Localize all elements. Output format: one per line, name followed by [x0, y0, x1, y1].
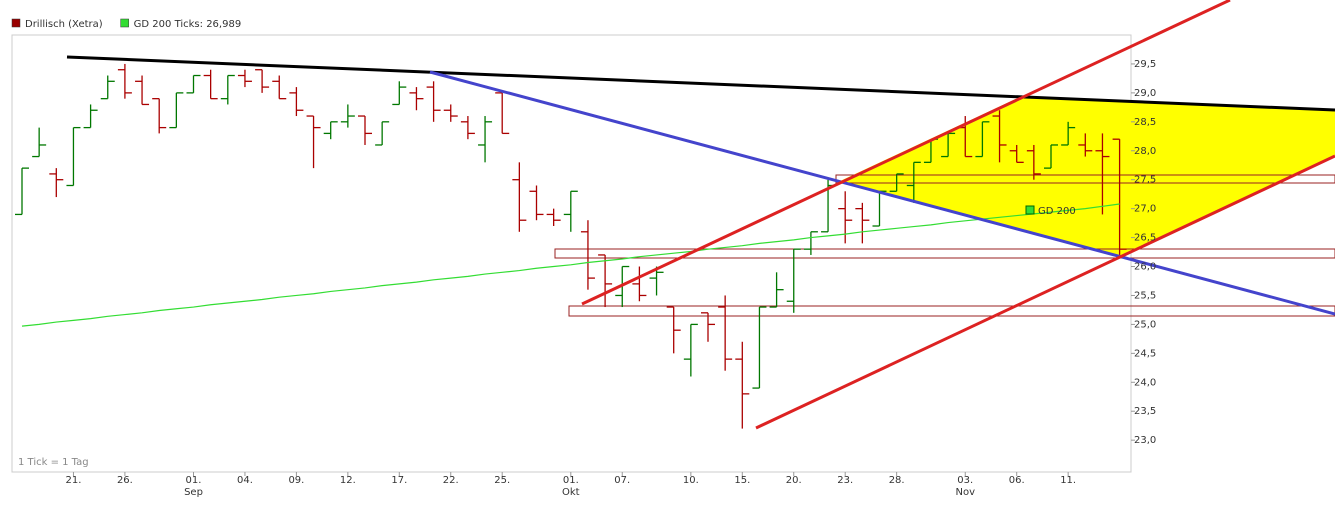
x-tick-label: 28. [889, 475, 905, 486]
legend-swatch [11, 18, 21, 28]
x-tick-label: 01. [186, 475, 202, 486]
x-tick-label: 22. [443, 475, 459, 486]
x-tick-label: 10. [683, 475, 699, 486]
month-label: Nov [955, 487, 975, 498]
legend-label: GD 200 Ticks: 26,989 [134, 19, 242, 30]
month-label: Okt [562, 487, 580, 498]
y-tick-label: 27,0 [1134, 204, 1156, 215]
x-tick-label: 04. [237, 475, 253, 486]
x-tick-label: 21. [65, 475, 81, 486]
y-tick-label: 24,5 [1134, 348, 1156, 359]
highlight-zone [840, 97, 1335, 257]
trend-line [755, 154, 1335, 430]
trend-lines [66, 0, 1335, 430]
y-tick-label: 25,0 [1134, 319, 1156, 330]
x-tick-label: 15. [734, 475, 750, 486]
y-tick-label: 26,0 [1134, 262, 1156, 273]
y-tick-label: 29,5 [1134, 59, 1156, 70]
trend-line [66, 55, 1335, 112]
annotation-marker [1025, 205, 1035, 215]
x-tick-label: 12. [340, 475, 356, 486]
x-tick-label: 26. [117, 475, 133, 486]
x-tick-label: 06. [1009, 475, 1025, 486]
moving-average [21, 203, 1120, 327]
annotation: GD 200 [1038, 206, 1076, 217]
x-tick-label: 17. [391, 475, 407, 486]
annotation: 1 Tick = 1 Tag [18, 457, 89, 468]
x-tick-label: 25. [494, 475, 510, 486]
x-tick-label: 01. [563, 475, 579, 486]
y-tick-label: 29,0 [1134, 88, 1156, 99]
y-tick-label: 28,0 [1134, 146, 1156, 157]
x-tick-label: 07. [614, 475, 630, 486]
plot-frame [11, 34, 1132, 473]
x-tick-label: 11. [1060, 475, 1076, 486]
y-tick-label: 25,5 [1134, 290, 1156, 301]
legend-swatch [120, 18, 129, 28]
x-tick-label: 09. [288, 475, 304, 486]
legend: Drillisch (Xetra) GD 200 Ticks: 26,989 [11, 18, 242, 30]
y-tick-label: 23,0 [1134, 435, 1156, 446]
support-box [568, 305, 1335, 317]
x-tick-label: 03. [957, 475, 973, 486]
month-label: Sep [184, 487, 203, 498]
trend-line [429, 70, 1335, 316]
trend-drawings [554, 97, 1335, 317]
support-box [835, 174, 1335, 184]
x-tick-label: 23. [837, 475, 853, 486]
y-tick-label: 24,0 [1134, 377, 1156, 388]
y-tick-label: 27,5 [1134, 175, 1156, 186]
x-tick-label: 20. [786, 475, 802, 486]
support-box [554, 248, 1335, 259]
y-tick-label: 28,5 [1134, 117, 1156, 128]
trend-line [581, 0, 1231, 306]
legend-label: Drillisch (Xetra) [25, 19, 103, 30]
y-tick-label: 26,5 [1134, 233, 1156, 244]
y-tick-label: 23,5 [1134, 406, 1156, 417]
